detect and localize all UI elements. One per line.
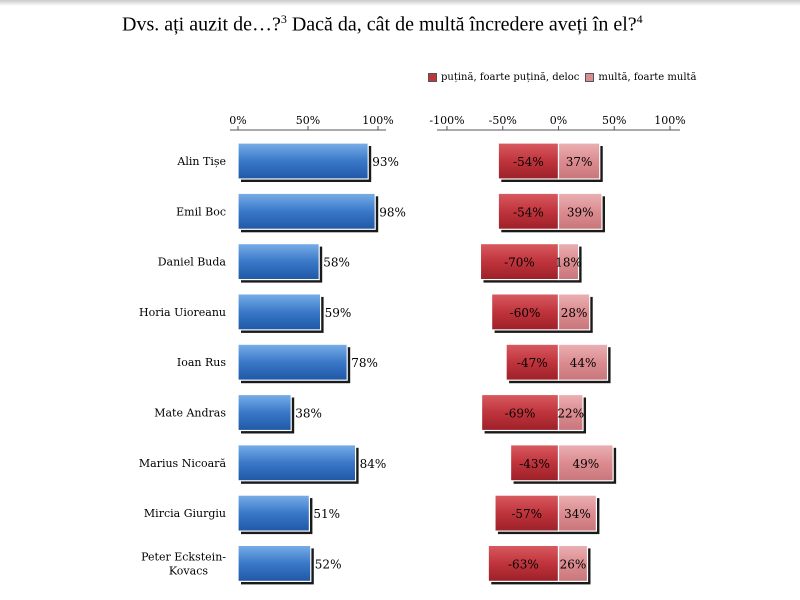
category-label-peter-eckstein-kovacs-line1: Peter Eckstein- xyxy=(141,550,226,563)
awareness-data-label: 38% xyxy=(295,407,322,421)
high-trust-data-label: 28% xyxy=(561,306,588,320)
title-question: Dacă da, cât de multă încredere aveți în… xyxy=(286,13,637,36)
high-trust-data-label: 39% xyxy=(567,205,594,219)
high-trust-bar xyxy=(557,142,601,180)
awareness-data-label: 52% xyxy=(315,557,342,571)
right-x-tick-label: 100% xyxy=(654,114,685,127)
low-trust-data-label: -54% xyxy=(513,155,544,169)
high-trust-data-label: 44% xyxy=(570,356,597,370)
awareness-data-label: 93% xyxy=(372,155,399,169)
low-trust-data-label: -57% xyxy=(511,507,542,521)
category-label-emil-boc: Emil Boc xyxy=(176,205,226,218)
title-footnote-4: 4 xyxy=(636,12,643,26)
right-x-tick-label: 0% xyxy=(550,114,567,127)
low-trust-bar xyxy=(497,192,560,230)
high-trust-bar xyxy=(557,544,589,583)
left-x-tick-label: 0% xyxy=(229,114,246,127)
low-trust-bar xyxy=(505,343,560,381)
category-label-mircia-giurgiu: Mircia Giurgiu xyxy=(144,507,226,520)
high-trust-bar xyxy=(557,393,584,432)
awareness-data-label: 78% xyxy=(351,356,378,370)
top-edge-shade xyxy=(0,0,800,6)
left-x-tick-label: 50% xyxy=(296,114,320,127)
awareness-data-label: 51% xyxy=(313,507,340,521)
low-trust-bar xyxy=(509,444,560,482)
low-trust-bar xyxy=(479,243,560,281)
low-trust-data-label: -70% xyxy=(504,256,535,270)
awareness-data-label: 84% xyxy=(360,457,387,471)
awareness-bar xyxy=(237,192,376,230)
category-label-marius-nicoara: Marius Nicoară xyxy=(139,457,227,470)
low-trust-bar xyxy=(487,544,560,583)
high-trust-bar xyxy=(557,243,580,281)
right-x-tick-label: 50% xyxy=(602,114,626,127)
category-label-peter-eckstein-kovacs-line2: Kovacs xyxy=(169,564,208,577)
low-trust-data-label: -60% xyxy=(510,306,541,320)
legend: puțină, foarte puțină, deloc multă, foar… xyxy=(428,72,697,83)
awareness-data-label: 59% xyxy=(325,306,352,320)
category-label-ioan-rus: Ioan Rus xyxy=(177,356,226,369)
high-trust-bar xyxy=(557,293,591,331)
right-x-tick-label: -50% xyxy=(489,114,517,127)
legend-label-high: multă, foarte multă xyxy=(598,72,697,83)
title-footnote-3: 3 xyxy=(280,12,287,26)
high-trust-data-label: 34% xyxy=(564,507,591,521)
low-trust-bar xyxy=(494,494,560,532)
low-trust-data-label: -69% xyxy=(505,407,536,421)
low-trust-bar xyxy=(497,142,560,180)
awareness-bar xyxy=(237,142,369,180)
awareness-bar xyxy=(237,393,292,432)
category-label-daniel-buda: Daniel Buda xyxy=(158,256,227,269)
legend-item-high: multă, foarte multă xyxy=(585,72,697,83)
category-label-alin-tise: Alin Tișe xyxy=(176,155,226,168)
high-trust-data-label: 22% xyxy=(557,407,584,421)
chart-title: Dvs. ați auzit de…?3 Dacă da, cât de mul… xyxy=(122,6,682,38)
awareness-bar xyxy=(237,343,348,381)
category-label-mate-andras: Mate Andras xyxy=(154,407,226,420)
awareness-bar xyxy=(237,293,322,331)
high-trust-data-label: 18% xyxy=(555,256,582,270)
awareness-bar xyxy=(237,494,311,532)
low-trust-data-label: -54% xyxy=(513,205,544,219)
low-trust-data-label: -63% xyxy=(508,557,539,571)
legend-item-low: puțină, foarte puțină, deloc xyxy=(428,72,579,83)
awareness-data-label: 58% xyxy=(323,256,350,270)
high-trust-data-label: 26% xyxy=(560,557,587,571)
high-trust-data-label: 37% xyxy=(566,155,593,169)
left-x-tick-label: 100% xyxy=(362,114,393,127)
awareness-bar xyxy=(237,243,320,281)
low-trust-data-label: -47% xyxy=(517,356,548,370)
category-label-horia-uioreanu: Horia Uioreanu xyxy=(139,306,226,319)
high-trust-bar xyxy=(557,444,614,482)
legend-swatch-low xyxy=(428,73,437,82)
legend-label-low: puțină, foarte puțină, deloc xyxy=(441,72,580,83)
title-text: Dvs. ați auzit de…? xyxy=(122,13,281,36)
high-trust-bar xyxy=(557,192,603,230)
high-trust-bar xyxy=(557,343,609,381)
high-trust-data-label: 49% xyxy=(572,457,599,471)
right-x-tick-label: -100% xyxy=(429,114,464,127)
awareness-bar xyxy=(237,544,312,583)
awareness-bar xyxy=(237,444,357,482)
legend-swatch-high xyxy=(585,73,595,82)
high-trust-bar xyxy=(557,494,598,532)
low-trust-data-label: -43% xyxy=(519,457,550,471)
low-trust-bar xyxy=(491,293,560,331)
awareness-data-label: 98% xyxy=(379,205,406,219)
